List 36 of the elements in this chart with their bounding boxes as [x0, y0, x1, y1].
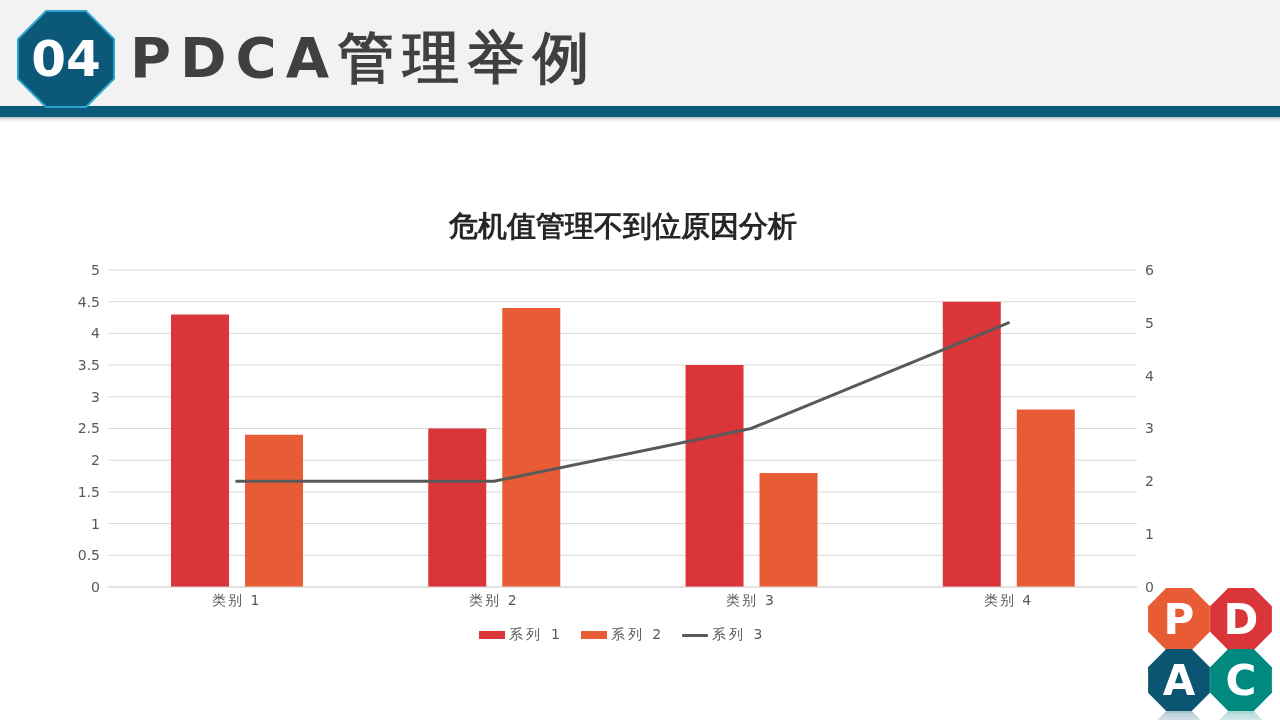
y-tick-label: 5 [91, 261, 100, 278]
y-tick-label: 0 [91, 578, 100, 595]
y-tick-label: 0.5 [77, 547, 100, 564]
bar [428, 428, 487, 587]
x-tick-label: 类别 4 [983, 591, 1034, 608]
y2-tick-label: 2 [1145, 473, 1154, 490]
y-tick-label: 4.5 [77, 293, 100, 310]
bar [942, 301, 1001, 587]
y-tick-label: 2.5 [77, 420, 100, 437]
y-tick-label: 4 [91, 325, 101, 342]
y2-tick-label: 1 [1145, 526, 1154, 543]
x-tick-label: 类别 3 [726, 591, 776, 608]
bar [502, 308, 561, 587]
legend-label: 系列 1 [509, 626, 563, 644]
chart-title: 危机值管理不到位原因分析 [447, 208, 798, 245]
x-tick-label: 类别 1 [211, 591, 262, 608]
legend-label: 系列 3 [712, 626, 766, 644]
legend-label: 系列 2 [610, 626, 665, 644]
x-tick-label: 类别 2 [469, 591, 519, 608]
y-tick-label: 1 [91, 515, 100, 532]
bar [171, 314, 230, 587]
y-tick-label: 1.5 [77, 483, 100, 500]
y2-tick-label: 6 [1145, 261, 1154, 278]
bar [685, 365, 744, 587]
y2-tick-label: 5 [1145, 314, 1154, 331]
y2-tick-label: 3 [1145, 420, 1154, 437]
y2-tick-label: 0 [1145, 578, 1154, 595]
y-tick-label: 2 [91, 452, 100, 469]
y2-tick-label: 4 [1145, 367, 1154, 384]
bar [1016, 409, 1075, 587]
bar [759, 472, 818, 587]
y-tick-label: 3.5 [77, 357, 100, 374]
text: PDCA管理举例 [130, 24, 598, 92]
bar [245, 434, 304, 587]
text: 04 [30, 30, 102, 88]
y-tick-label: 3 [91, 388, 100, 405]
